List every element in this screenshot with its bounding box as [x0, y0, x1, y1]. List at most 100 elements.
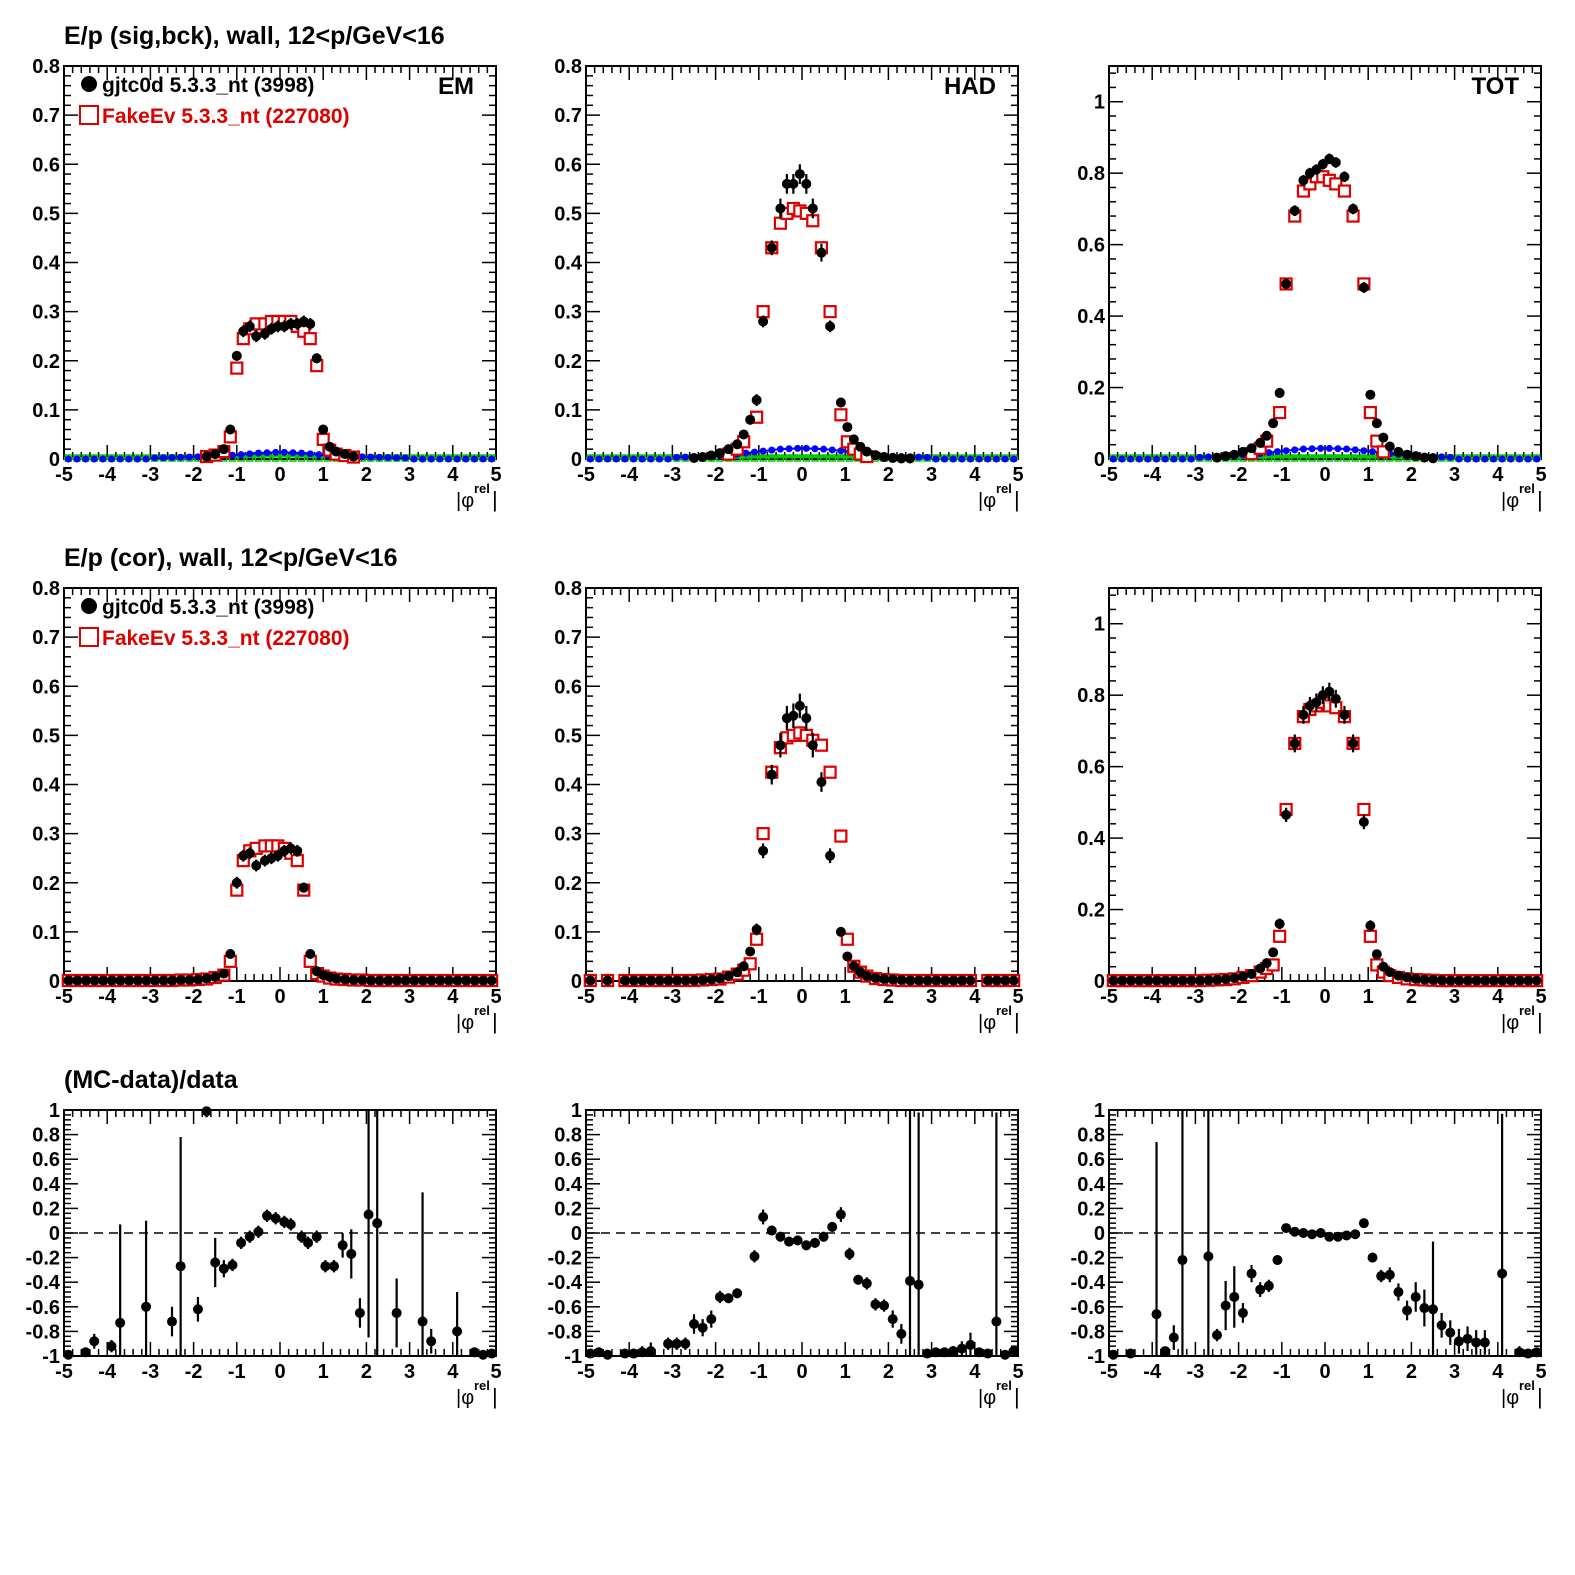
data-point	[671, 1338, 682, 1349]
data-point	[714, 448, 725, 459]
bck-data-point	[1282, 447, 1290, 455]
x-tick-label: 4	[969, 986, 981, 1008]
y-tick-label: -0.6	[548, 1297, 582, 1319]
bck-data-point	[194, 453, 202, 461]
x-tick-label: 3	[404, 1361, 415, 1383]
data-point	[1237, 971, 1248, 982]
data-point	[706, 974, 717, 985]
data-point	[835, 926, 846, 937]
data-point	[192, 974, 203, 985]
x-tick-label: 3	[404, 986, 415, 1008]
data-point	[706, 450, 717, 461]
bck-data-point	[664, 455, 672, 463]
x-tick-label: 3	[404, 464, 415, 486]
y-tick-label: 0	[49, 449, 60, 471]
bck-data-point	[759, 447, 767, 455]
bck-data-point	[1524, 455, 1532, 463]
corner-label: TOT	[1471, 73, 1519, 100]
data-point	[905, 1275, 915, 1286]
bck-data-point	[1118, 455, 1126, 463]
mc-point	[1376, 445, 1390, 459]
data-point	[1268, 947, 1279, 958]
x-axis-label-sup: rel	[474, 1003, 490, 1018]
data-point	[1315, 1228, 1326, 1238]
bck-data-point	[1515, 455, 1523, 463]
data-point	[1255, 1284, 1266, 1295]
data-point	[861, 446, 872, 457]
data-point	[1428, 1304, 1438, 1315]
y-tick-label: 0.4	[1077, 1174, 1106, 1196]
data-point	[1237, 1307, 1248, 1318]
x-tick-label: 4	[1492, 1361, 1504, 1383]
data-point	[339, 449, 350, 460]
x-tick-label: -4	[1143, 986, 1162, 1008]
x-axis-label-end: |	[492, 487, 498, 512]
x-tick-label: 1	[1363, 1361, 1374, 1383]
x-tick-label: 0	[796, 1361, 807, 1383]
bck-data-point	[1446, 453, 1454, 461]
data-point	[292, 845, 303, 856]
data-point	[210, 449, 221, 460]
data-point	[80, 1347, 91, 1358]
data-point	[870, 973, 881, 984]
bck-data-point	[1291, 446, 1299, 454]
x-tick-label: -4	[98, 986, 117, 1008]
bck-data-point	[1127, 455, 1135, 463]
data-point	[97, 975, 108, 986]
data-point	[1350, 1229, 1361, 1240]
data-point	[809, 1237, 820, 1248]
data-point	[1367, 1252, 1378, 1263]
data-point	[1358, 817, 1369, 828]
y-tick-label: 0.1	[32, 400, 60, 422]
x-tick-label: 0	[1319, 986, 1330, 1008]
bck-data-point	[185, 453, 193, 461]
bck-data-point	[915, 453, 923, 461]
bck-mc-point	[819, 454, 828, 462]
x-axis-label: |φ	[456, 490, 474, 512]
x-tick-label: -5	[55, 1361, 73, 1383]
x-tick-label: 1	[318, 464, 329, 486]
data-point	[619, 975, 630, 986]
data-point	[766, 1225, 777, 1236]
mc-point	[1357, 802, 1371, 817]
data-point	[1514, 975, 1525, 986]
bck-data-point	[444, 455, 452, 463]
data-point	[788, 178, 799, 189]
data-point	[391, 1307, 402, 1318]
data-point	[251, 331, 262, 342]
y-tick-label: 1	[571, 1100, 582, 1122]
y-tick-label: 0.8	[1077, 685, 1105, 707]
y-tick-label: 0.8	[554, 1125, 582, 1147]
bck-data-point	[1533, 455, 1541, 463]
x-tick-label: -3	[664, 464, 682, 486]
data-point	[141, 975, 152, 986]
y-tick-label: 0.5	[32, 725, 60, 747]
x-axis-label-end: |	[1537, 1009, 1543, 1034]
data-point	[408, 975, 419, 986]
x-tick-label: 3	[926, 986, 937, 1008]
plot-frame	[585, 587, 1019, 982]
data-point	[1160, 1346, 1171, 1357]
data-point	[365, 975, 376, 986]
x-tick-label: -3	[664, 986, 682, 1008]
data-point	[1339, 171, 1350, 182]
y-tick-label: 0.2	[1077, 900, 1105, 922]
y-tick-label: 0.6	[1077, 235, 1105, 257]
bck-data-point	[837, 447, 845, 455]
data-point	[807, 740, 818, 751]
data-point	[749, 1251, 760, 1262]
data-point	[1324, 1231, 1335, 1242]
x-axis-label: |φ	[1501, 490, 1519, 512]
x-tick-label: 5	[1012, 1361, 1023, 1383]
x-tick-label: 3	[1449, 1361, 1460, 1383]
bck-data-point	[595, 455, 603, 463]
bck-data-point	[984, 455, 992, 463]
data-point	[1177, 1255, 1188, 1266]
bck-data-point	[1170, 455, 1178, 463]
data-point	[244, 321, 255, 332]
bck-data-point	[1455, 455, 1463, 463]
bck-data-point	[315, 451, 323, 459]
data-point	[1384, 441, 1395, 452]
data-point	[1332, 1231, 1343, 1242]
data-point	[236, 1237, 247, 1248]
